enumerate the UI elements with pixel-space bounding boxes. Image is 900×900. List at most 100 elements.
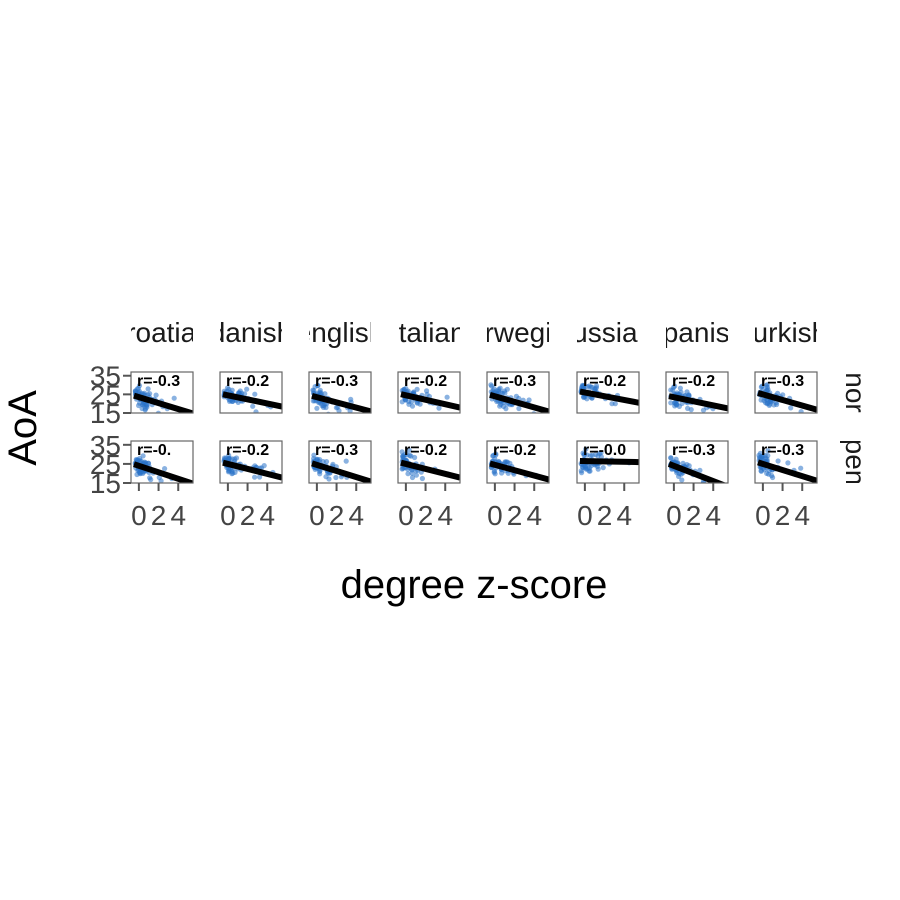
data-point (226, 456, 232, 462)
panel-norwegian-pen: r=-0.2 (486, 440, 550, 484)
data-point (674, 402, 680, 408)
x-tick-label: 0 (577, 500, 593, 531)
x-tick-label: 2 (151, 500, 167, 531)
data-point (676, 471, 682, 477)
panel-danish-nor: r=-0.2 (219, 371, 283, 414)
panel-turkish-pen: r=-0.3 (754, 440, 818, 484)
strip-label-danish: danish (210, 317, 293, 348)
x-tick-label: 0 (309, 500, 325, 531)
data-point (325, 411, 331, 413)
panel-italian-nor: r=-0.2 (397, 371, 461, 414)
x-tick-label: 4 (526, 500, 542, 531)
data-point (409, 399, 415, 405)
data-point (252, 474, 258, 480)
panel-border (308, 440, 372, 484)
x-tick-label: 4 (437, 500, 453, 531)
data-point (668, 455, 674, 461)
data-point (138, 458, 144, 464)
data-point (775, 390, 781, 396)
panel-russian-pen: r=-0.0 (576, 440, 640, 484)
data-point (499, 470, 505, 476)
data-point (765, 448, 771, 454)
regression-line (757, 390, 817, 413)
correlation-label: r=-0.2 (404, 373, 447, 390)
panel-border (308, 371, 372, 414)
data-point (142, 407, 148, 413)
panel-border (576, 371, 640, 414)
x-tick-label: 4 (170, 500, 186, 531)
strip-label-norwegian: norwegian (453, 317, 582, 348)
data-point (257, 474, 263, 480)
data-point (688, 407, 694, 413)
x-tick-label: 4 (705, 500, 721, 531)
data-point (162, 466, 168, 472)
data-point (226, 386, 232, 392)
correlation-label: r=-0.2 (404, 442, 447, 459)
data-point (765, 387, 771, 393)
data-point (516, 405, 522, 412)
correlation-label: r=-0.3 (672, 442, 715, 459)
data-point (171, 395, 177, 401)
x-tick-label: 0 (487, 500, 503, 531)
regression-line (579, 388, 639, 406)
data-point (403, 397, 409, 403)
correlation-label: r=-0.2 (226, 373, 269, 390)
panel-english-pen: r=-0.3 (308, 440, 372, 484)
strip-label-croatian: croatian (112, 317, 212, 348)
data-point (594, 463, 601, 469)
y-tick-label: 15 (90, 398, 121, 429)
data-point (136, 383, 143, 389)
panel-border (219, 371, 283, 414)
data-point (444, 394, 450, 400)
x-tick-label: 0 (220, 500, 236, 531)
regression-line (668, 393, 728, 412)
x-tick-label: 0 (398, 500, 414, 531)
data-point (502, 390, 508, 396)
data-point (680, 460, 686, 466)
data-point (513, 393, 520, 399)
data-point (414, 386, 420, 392)
correlation-label: r=-0.0 (583, 442, 626, 459)
data-point (137, 400, 143, 406)
regression-line (579, 457, 639, 466)
data-point (406, 447, 412, 453)
x-tick-label: 0 (131, 500, 147, 531)
data-point (145, 392, 151, 398)
data-point (758, 384, 765, 390)
data-point (668, 400, 674, 406)
data-point (409, 403, 416, 409)
data-point (798, 409, 804, 413)
data-point (424, 388, 430, 394)
data-point (766, 471, 772, 477)
x-tick-label: 0 (755, 500, 771, 531)
data-point (228, 397, 234, 404)
data-point (798, 465, 804, 471)
data-point (225, 469, 232, 475)
data-point (436, 405, 442, 411)
regression-line (311, 460, 371, 483)
panel-croatian-pen: r=-0. (130, 440, 194, 484)
data-point (679, 477, 685, 483)
panel-border (486, 371, 550, 414)
data-point (686, 392, 692, 398)
data-point (579, 470, 585, 476)
data-point (581, 451, 588, 457)
panel-turkish-nor: r=-0.3 (754, 371, 818, 414)
data-point (775, 458, 781, 464)
data-point (333, 474, 339, 481)
correlation-label: r=-0.3 (315, 442, 358, 459)
regression-line (489, 391, 549, 413)
panel-border (754, 371, 818, 414)
data-point (497, 403, 503, 409)
x-tick-label: 2 (597, 500, 613, 531)
data-point (770, 474, 776, 481)
data-point (668, 387, 674, 393)
regression-line (222, 391, 282, 410)
data-point (788, 405, 794, 411)
data-point (598, 454, 605, 460)
data-point (589, 384, 595, 390)
panel-danish-pen: r=-0.2 (219, 440, 283, 484)
